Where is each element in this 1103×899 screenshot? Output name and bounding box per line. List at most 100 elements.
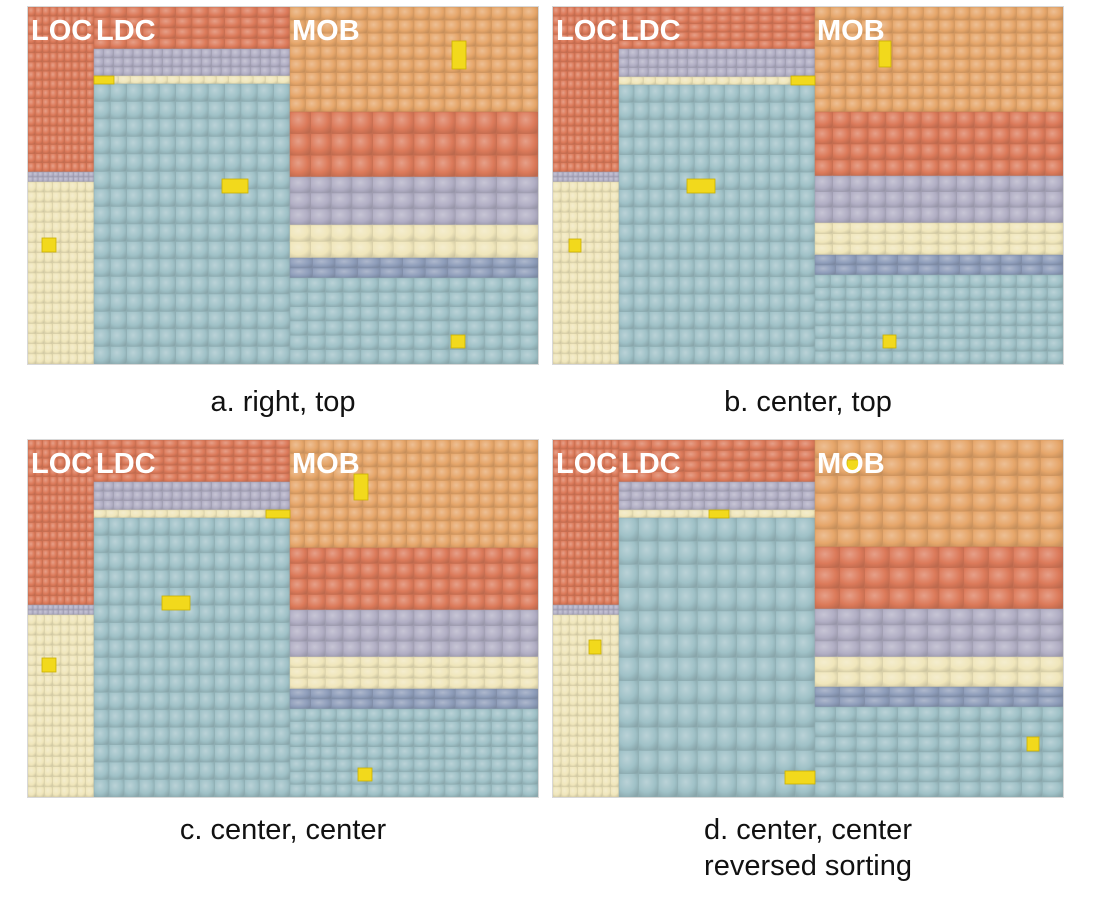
- treemap-cell: [515, 267, 538, 279]
- treemap-cell: [1017, 671, 1041, 688]
- treemap-cell: [79, 80, 87, 90]
- treemap-cell: [799, 102, 816, 121]
- treemap-cell: [596, 522, 605, 532]
- highlighted-cell: [708, 509, 730, 519]
- treemap-cell: [53, 171, 59, 178]
- treemap-cell: [35, 116, 43, 127]
- treemap-cell: [159, 328, 176, 347]
- treemap-cell: [77, 252, 86, 264]
- treemap-cell: [923, 351, 940, 364]
- treemap-cell: [257, 101, 274, 120]
- treemap-cell: [28, 232, 37, 243]
- treemap-cell: [553, 725, 562, 737]
- treemap-cell: [28, 135, 36, 145]
- treemap-cell: [588, 604, 594, 611]
- treemap-cell: [648, 119, 665, 138]
- group-label-ldc: LDC: [621, 15, 681, 47]
- treemap-cell: [434, 155, 456, 178]
- treemap-cell: [769, 259, 786, 278]
- treemap-cell: [491, 7, 508, 21]
- treemap-cell: [697, 680, 718, 705]
- treemap-cell: [259, 674, 276, 693]
- treemap-cell: [336, 98, 353, 113]
- treemap-cell: [688, 31, 704, 41]
- treemap-cell: [42, 80, 51, 90]
- treemap-cell: [413, 7, 430, 21]
- treemap-cell: [845, 338, 862, 352]
- treemap-cell: [413, 59, 430, 73]
- treemap-cell: [240, 276, 258, 295]
- treemap-cell: [466, 594, 486, 611]
- treemap-cell: [602, 776, 611, 788]
- treemap-cell: [918, 264, 940, 276]
- treemap-cell: [205, 440, 221, 449]
- treemap-cell: [318, 507, 335, 522]
- treemap-cell: [589, 577, 598, 587]
- treemap-cell: [618, 206, 635, 225]
- treemap-cell: [110, 83, 127, 102]
- treemap-cell: [897, 254, 919, 266]
- treemap-cell: [83, 171, 90, 178]
- treemap-cell: [257, 258, 274, 277]
- treemap-cell: [199, 674, 215, 693]
- treemap-cell: [765, 460, 783, 472]
- treemap-cell: [755, 564, 777, 588]
- treemap-cell: [700, 450, 718, 462]
- treemap-cell: [520, 578, 538, 595]
- treemap-cell: [611, 540, 620, 551]
- treemap-cell: [93, 293, 111, 312]
- treemap-cell: [741, 76, 754, 86]
- treemap-cell: [716, 481, 730, 492]
- treemap-cell: [913, 567, 940, 589]
- treemap-cell: [233, 464, 249, 474]
- treemap-cell: [882, 656, 906, 673]
- treemap-cell: [582, 89, 590, 99]
- treemap-cell: [582, 540, 590, 551]
- treemap-cell: [154, 744, 170, 763]
- treemap-cell: [596, 89, 605, 99]
- treemap-cell: [638, 58, 649, 68]
- treemap-cell: [589, 494, 598, 505]
- treemap-cell: [73, 604, 80, 611]
- treemap-cell: [159, 101, 176, 120]
- treemap-cell: [71, 577, 80, 587]
- treemap-cell: [938, 222, 957, 234]
- treemap-cell: [77, 232, 86, 243]
- highlighted-cell: [357, 767, 373, 782]
- treemap-cell: [974, 175, 993, 192]
- treemap-cell: [515, 257, 538, 269]
- treemap-cell: [604, 485, 612, 496]
- treemap-cell: [577, 212, 587, 223]
- treemap-highlights: [41, 40, 467, 349]
- treemap-cell: [181, 57, 193, 68]
- treemap-cell: [305, 98, 322, 113]
- treemap-cell: [377, 507, 393, 522]
- treemap-cell: [520, 594, 538, 611]
- treemap-cell: [985, 33, 1002, 47]
- treemap-cell: [755, 67, 767, 78]
- treemap-cell: [814, 351, 831, 364]
- treemap-cell: [755, 680, 777, 705]
- treemap-cell: [28, 522, 36, 532]
- treemap-cell: [663, 206, 680, 225]
- treemap-cell: [71, 549, 80, 560]
- treemap-cell: [367, 721, 384, 735]
- treemap-cell: [444, 771, 461, 785]
- treemap-cell: [444, 708, 461, 722]
- treemap-cell: [233, 456, 249, 466]
- treemap-cell: [904, 457, 928, 476]
- treemap-cell: [367, 19, 384, 34]
- treemap-cell: [553, 614, 562, 626]
- treemap-cell: [804, 58, 816, 68]
- treemap-cell: [289, 320, 308, 336]
- treemap-cell: [574, 503, 583, 514]
- treemap-cell: [305, 746, 322, 760]
- treemap-cell: [758, 509, 774, 519]
- treemap-cell: [885, 175, 904, 192]
- treemap-cell: [969, 338, 986, 352]
- treemap-cell: [1016, 287, 1033, 301]
- treemap-cell: [938, 143, 957, 161]
- treemap-cell: [628, 58, 639, 68]
- treemap-cell: [108, 744, 125, 763]
- treemap-cell: [574, 135, 583, 145]
